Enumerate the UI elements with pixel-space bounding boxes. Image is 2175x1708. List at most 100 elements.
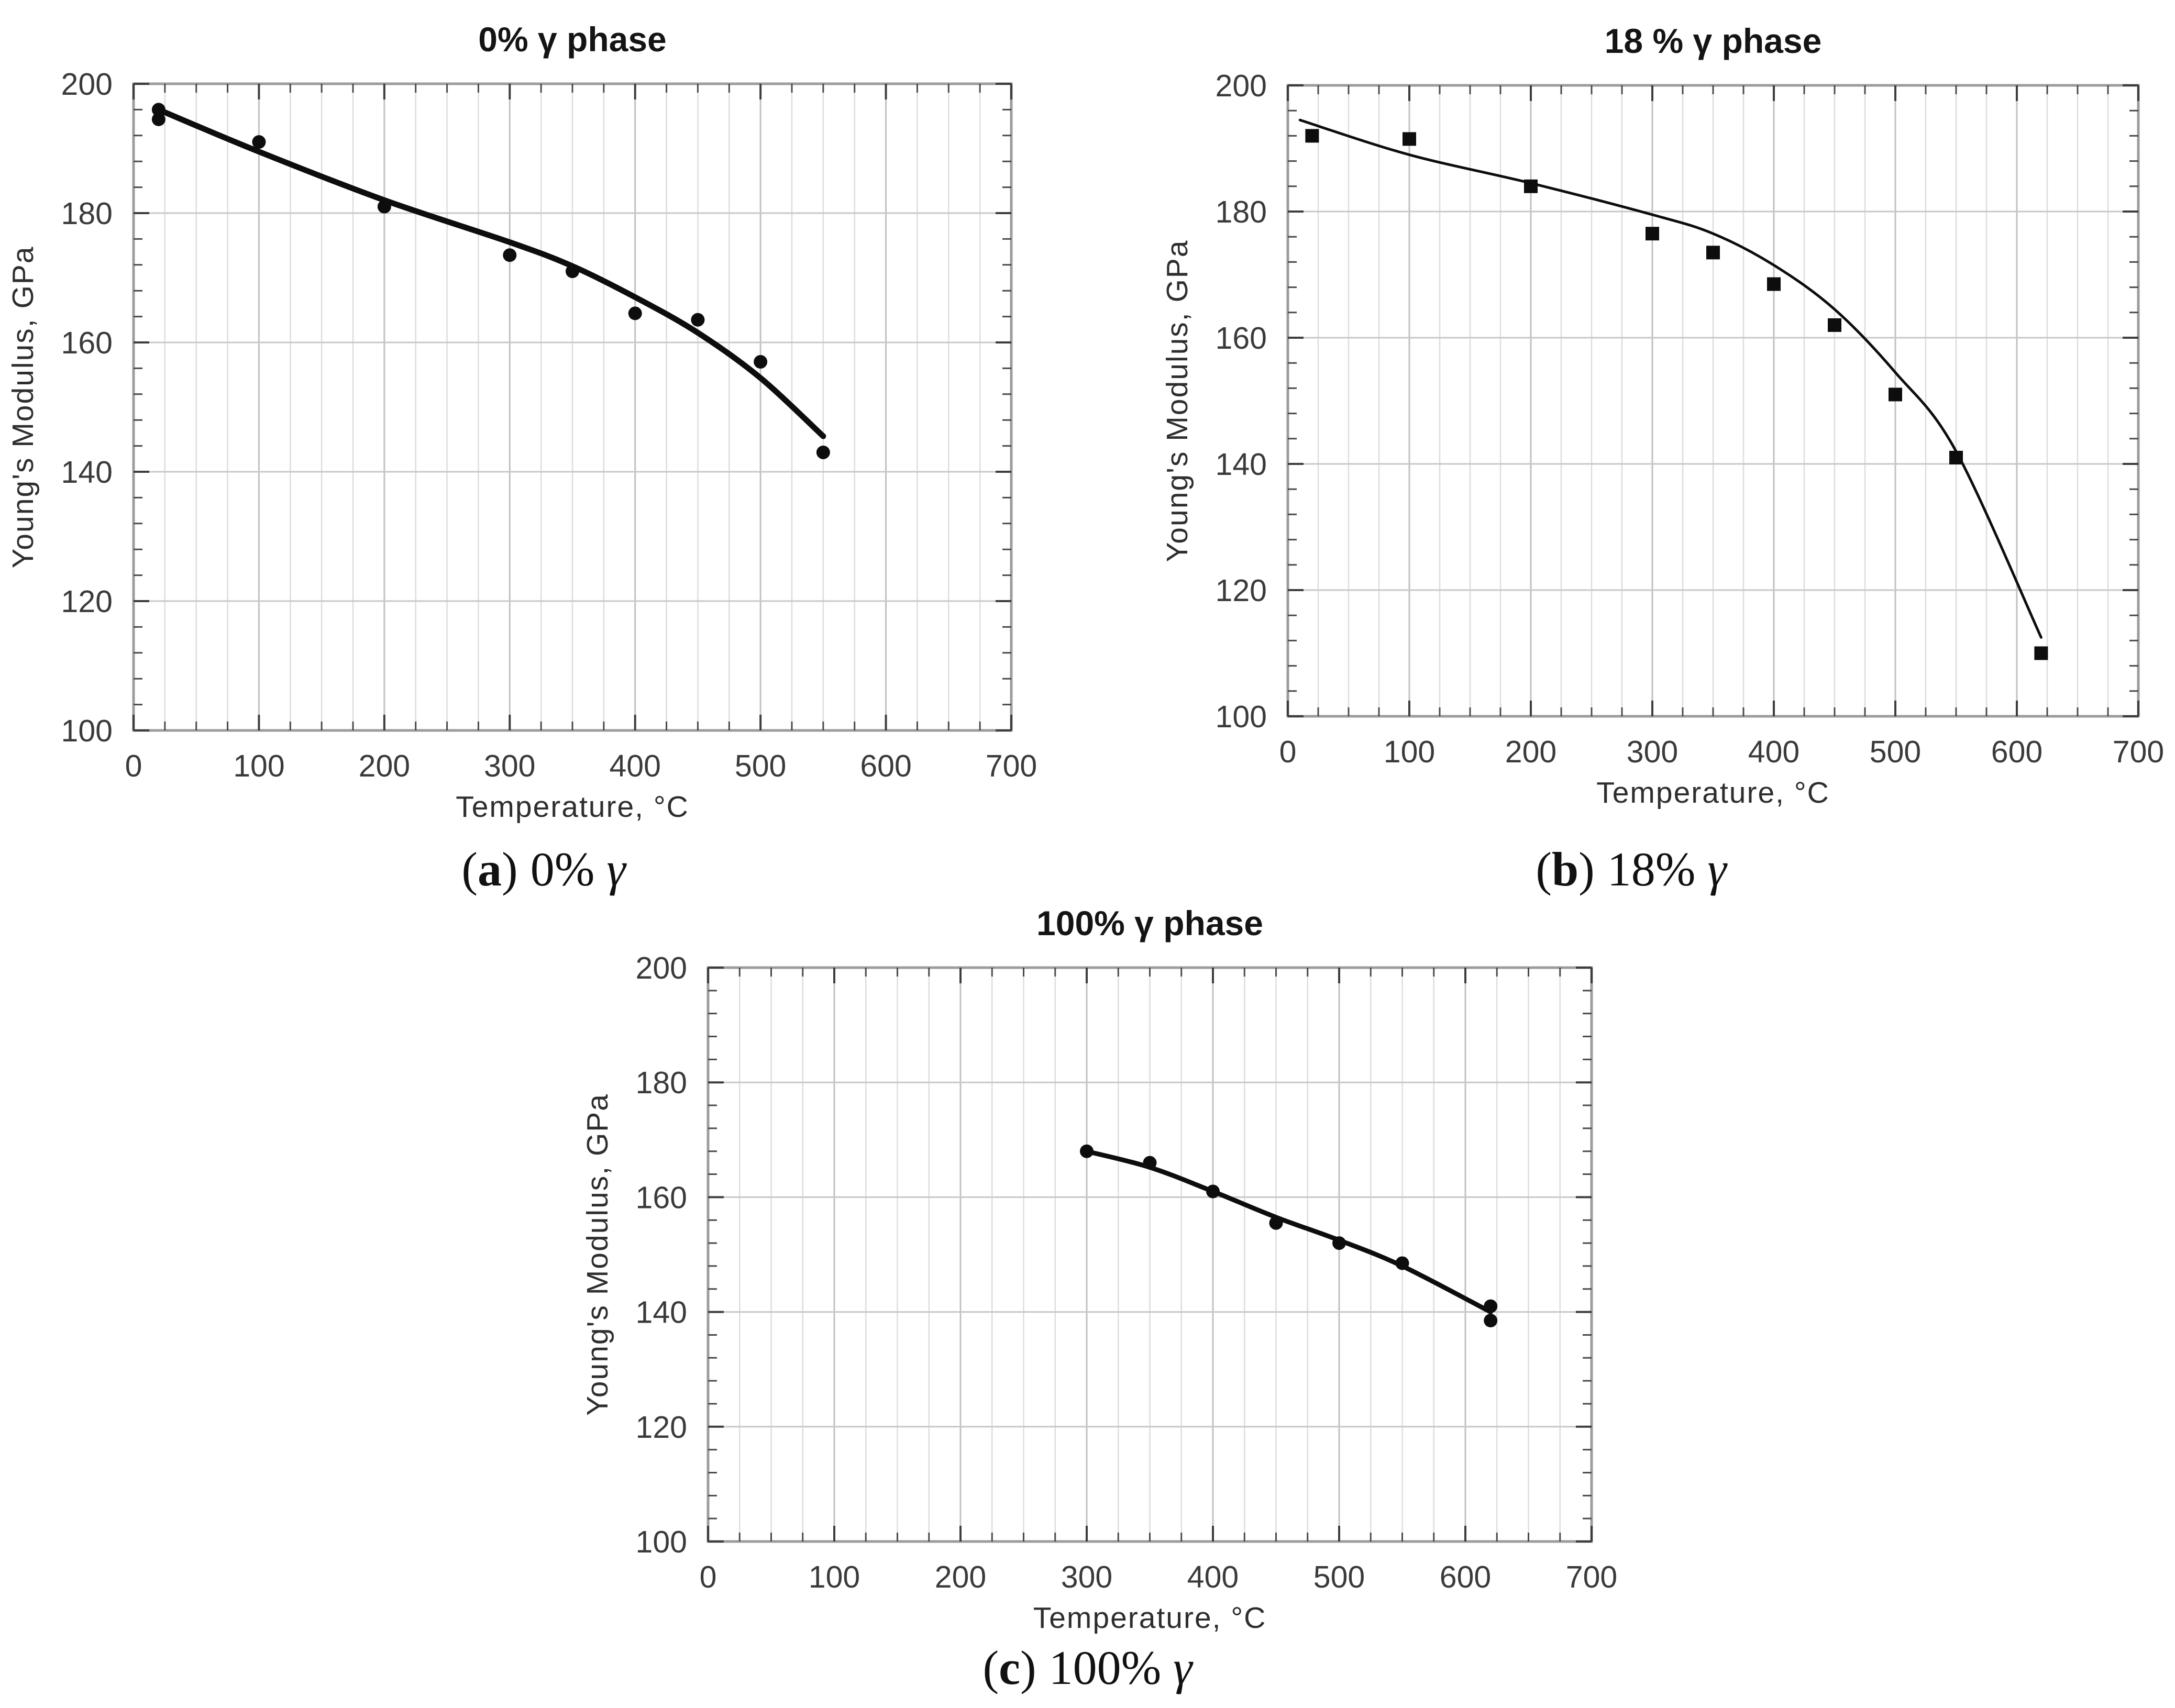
data-point-circle (1484, 1299, 1498, 1313)
chart-svg-b: 0 100 200 300 400 500 600 700 100 120 140 160 180 200… (1161, 21, 2164, 809)
data-point-square (1305, 129, 1319, 143)
tick-marks (133, 83, 1012, 731)
data-point-circle (1395, 1256, 1409, 1270)
y-tick-label: 160 (636, 1180, 687, 1215)
y-tick-label: 120 (636, 1410, 687, 1445)
y-tick-label: 120 (1216, 573, 1267, 608)
y-tick-label: 160 (61, 326, 113, 360)
y-tick-label: 140 (1216, 447, 1267, 482)
gamma-symbol: γ (1707, 842, 1727, 896)
y-axis-title: Young's Modulus, GPa (581, 1093, 614, 1416)
caption-a-open: ( (461, 842, 478, 896)
caption-a-text: 0% γ (530, 842, 626, 896)
y-tick-label: 200 (61, 67, 113, 102)
caption-c-text: 100% γ (1048, 1641, 1193, 1694)
x-tick-label: 200 (935, 1560, 986, 1594)
y-tick-label: 100 (1216, 700, 1267, 734)
x-tick-label: 500 (1313, 1560, 1365, 1594)
data-point-circle (816, 445, 830, 459)
chart-title: 0% γ phase (478, 20, 667, 59)
caption-a-letter: a (478, 842, 502, 896)
tick-marks (707, 967, 1593, 1543)
data-point-circle (566, 264, 579, 279)
y-axis-title: Young's Modulus, GPa (6, 246, 40, 569)
caption-b-open: ( (1536, 842, 1552, 896)
x-tick-label: 0 (125, 749, 142, 783)
data-point-square (1646, 227, 1659, 241)
x-tick-label: 700 (986, 749, 1037, 783)
figure-caption-a: (a) 0% γ (0, 839, 1087, 900)
x-tick-label: 0 (1279, 735, 1297, 769)
data-point-circle (377, 199, 391, 214)
data-point-circle (1484, 1314, 1498, 1328)
y-tick-label: 100 (61, 714, 113, 748)
x-tick-label: 500 (1870, 735, 1921, 769)
x-tick-label: 300 (484, 749, 535, 783)
x-tick-label: 300 (1061, 1560, 1112, 1594)
x-tick-label: 600 (860, 749, 911, 783)
x-tick-label: 200 (359, 749, 410, 783)
data-point-square (1706, 246, 1720, 260)
y-tick-label: 200 (636, 951, 687, 985)
y-tick-label: 200 (1216, 69, 1267, 103)
x-tick-label: 400 (609, 749, 660, 783)
caption-b-letter: b (1551, 842, 1579, 896)
caption-c-letter: c (999, 1641, 1020, 1694)
data-point-square (1767, 277, 1781, 291)
x-tick-label: 400 (1748, 735, 1799, 769)
gridlines (1288, 85, 2138, 716)
data-points (1080, 1144, 1498, 1328)
x-tick-label: 600 (1440, 1560, 1491, 1594)
y-tick-label: 180 (636, 1066, 687, 1100)
data-point-circle (1332, 1236, 1346, 1250)
fit-curve (1298, 118, 2042, 639)
y-tick-label: 100 (636, 1525, 687, 1559)
caption-b-text: 18% γ (1607, 842, 1727, 896)
gamma-symbol: γ (606, 842, 626, 896)
chart-title: 18 % γ phase (1605, 21, 1822, 60)
fit-curve (1084, 1149, 1493, 1315)
x-tick-label: 0 (700, 1560, 717, 1594)
data-point-circle (151, 112, 165, 126)
x-axis-title: Temperature, °C (456, 790, 689, 824)
x-tick-label: 200 (1505, 735, 1556, 769)
data-point-circle (1206, 1184, 1220, 1199)
tick-marks (1287, 84, 2139, 717)
fit-curve (156, 106, 826, 439)
y-tick-label: 140 (61, 455, 113, 490)
x-tick-label: 400 (1187, 1560, 1239, 1594)
x-tick-label: 300 (1627, 735, 1678, 769)
gamma-symbol: γ (1173, 1641, 1193, 1694)
data-point-circle (503, 248, 517, 262)
data-point-circle (1143, 1156, 1157, 1170)
chart-panel-18-percent-gamma: 0 100 200 300 400 500 600 700 100 120 140 160 180 200… (1087, 0, 2175, 853)
caption-a-close: ) (502, 842, 518, 896)
chart-panel-100-percent-gamma: 0 100 200 300 400 500 600 700 100 120 140 160 180 200… (544, 890, 1631, 1634)
gridlines (708, 968, 1592, 1541)
data-point-circle (691, 313, 705, 327)
y-tick-label: 120 (61, 584, 113, 619)
chart-svg-c: 0 100 200 300 400 500 600 700 100 120 140 160 180 200… (581, 904, 1617, 1634)
data-point-square (1828, 318, 1841, 332)
caption-c-open: ( (982, 1641, 999, 1694)
x-tick-label: 600 (1991, 735, 2042, 769)
y-tick-label: 180 (61, 196, 113, 231)
x-tick-label: 100 (233, 749, 284, 783)
chart-svg-a: 0 100 200 300 400 500 600 700 100 120 140 160 180 200… (6, 20, 1037, 824)
caption-b-close: ) (1578, 842, 1595, 896)
y-axis-title: Young's Modulus, GPa (1161, 240, 1194, 562)
x-tick-label: 700 (1566, 1560, 1617, 1594)
caption-c-close: ) (1020, 1641, 1036, 1694)
data-point-circle (1080, 1144, 1094, 1158)
chart-title: 100% γ phase (1036, 904, 1263, 942)
data-point-square (2034, 646, 2048, 660)
gridlines (134, 84, 1011, 730)
data-point-circle (628, 306, 642, 320)
x-tick-label: 100 (809, 1560, 860, 1594)
data-point-circle (151, 103, 165, 117)
data-point-circle (252, 135, 266, 149)
figure-caption-b: (b) 18% γ (1087, 839, 2175, 900)
data-point-square (1403, 132, 1416, 146)
figure-caption-c: (c) 100% γ (544, 1638, 1631, 1698)
